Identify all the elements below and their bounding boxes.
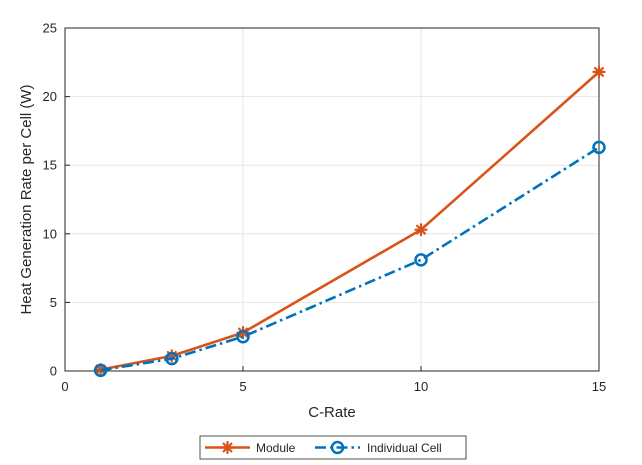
series-layer [93,65,606,378]
y-axis-label: Heat Generation Rate per Cell (W) [18,84,35,314]
x-tick-label: 5 [239,379,246,394]
data-point-asterisk [414,223,428,237]
data-point-asterisk [220,440,235,455]
legend: Module Individual Cell [199,435,467,460]
y-tick-label: 10 [43,226,57,241]
data-point-circle [93,363,108,378]
series-1 [93,140,606,378]
y-tick-label: 0 [50,364,57,379]
legend-label: Individual Cell [367,441,442,455]
plot-frame [64,27,600,372]
series-line [100,146,600,372]
data-point-circle [330,440,345,455]
legend-label: Module [256,441,296,455]
legend-item: Individual Cell [315,440,442,455]
data-point-circle [592,140,606,155]
series-0 [93,65,606,377]
data-point-circle [165,351,179,366]
y-axis-ticks: 0 5 10 15 20 25 [43,21,70,379]
x-axis-ticks: 0 5 10 15 [61,366,606,394]
x-tick-label: 10 [414,379,428,394]
data-point-asterisk [592,65,606,79]
y-tick-label: 20 [43,89,57,104]
x-axis-label: C-Rate [308,404,356,421]
legend-items: Module Individual Cell [205,440,442,455]
legend-item: Module [205,440,296,455]
data-point-circle [236,329,250,344]
x-tick-label: 0 [61,379,68,394]
y-tick-label: 5 [50,295,57,310]
series-line [100,70,600,371]
x-tick-label: 15 [592,379,606,394]
data-point-circle [414,253,428,267]
y-tick-label: 15 [43,158,57,173]
y-tick-label: 25 [43,21,57,36]
